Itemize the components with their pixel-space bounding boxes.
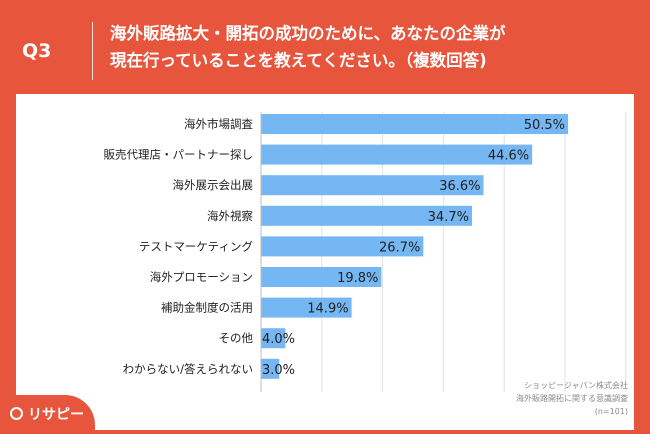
- question-text: 海外販路拡大・開拓の成功のために、あなたの企業が 現在行っていることを教えてくだ…: [110, 20, 630, 74]
- category-label: 海外視察: [207, 209, 253, 223]
- category-label: わからない/答えられない: [123, 362, 253, 376]
- data-label: 50.5%: [524, 118, 565, 133]
- data-label: 34.7%: [428, 210, 469, 225]
- category-label: テストマーケティング: [139, 239, 254, 253]
- category-label: 補助金制度の活用: [161, 301, 253, 315]
- category-label: 海外プロモーション: [150, 270, 253, 284]
- bar: [261, 205, 472, 226]
- question-number: Q3: [22, 40, 52, 62]
- source-company: ショッピージャパン株式会社: [524, 381, 628, 390]
- question-line-1: 海外販路拡大・開拓の成功のために、あなたの企業が: [110, 24, 506, 43]
- category-label: 販売代理店・パートナー探し: [104, 148, 254, 162]
- data-label: 4.0%: [262, 332, 295, 347]
- data-label: 3.0%: [262, 363, 295, 378]
- data-label: 26.7%: [379, 240, 420, 255]
- bar: [261, 144, 533, 165]
- bar: [261, 358, 280, 379]
- source-survey: 海外販路開拓に関する意識調査: [516, 394, 628, 403]
- category-label: 海外展示会出展: [173, 178, 254, 192]
- data-label: 44.6%: [488, 149, 529, 164]
- question-line-2: 現在行っていることを教えてください。（複数回答): [110, 51, 487, 70]
- source-sample-size: (n=101): [594, 407, 628, 416]
- data-label: 36.6%: [439, 179, 480, 194]
- data-label: 14.9%: [307, 302, 348, 317]
- logo-text: リサピー: [28, 407, 84, 423]
- bar: [261, 175, 484, 196]
- header-divider: [92, 22, 93, 80]
- bar: [261, 267, 382, 287]
- bar: [261, 236, 424, 257]
- bar: [261, 297, 352, 318]
- pin-icon: [10, 407, 23, 420]
- category-label: 海外市場調査: [184, 117, 253, 131]
- bar: [261, 328, 286, 349]
- data-label: 19.8%: [337, 271, 378, 286]
- brand-logo: リサピー: [0, 395, 95, 434]
- bar: [261, 114, 569, 134]
- category-label: その他: [219, 331, 254, 345]
